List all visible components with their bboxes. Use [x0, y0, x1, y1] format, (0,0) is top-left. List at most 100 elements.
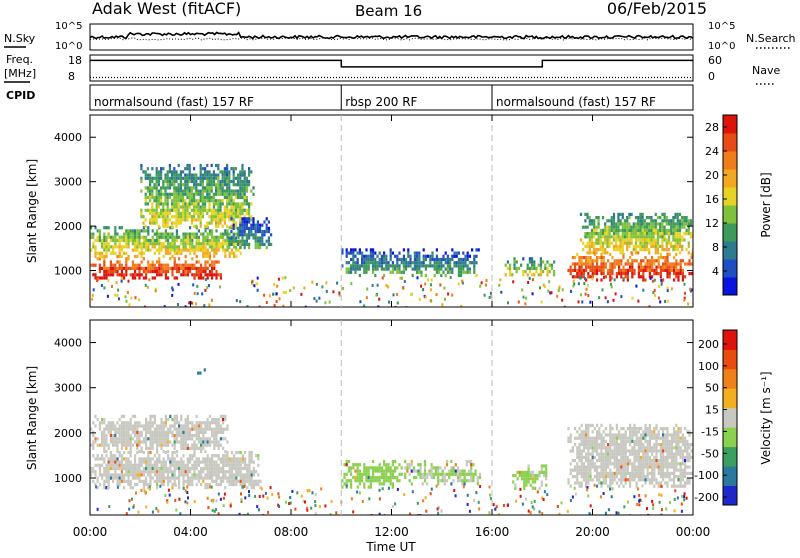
echo-cell — [163, 457, 165, 460]
echo-cell — [602, 245, 604, 248]
echo-cell — [167, 242, 169, 245]
echo-cell — [450, 470, 452, 473]
echo-cell — [631, 229, 633, 232]
echo-cell — [640, 437, 642, 440]
echo-cell — [178, 440, 180, 443]
noise-cell — [96, 279, 98, 282]
noise-cell — [336, 282, 338, 285]
echo-cell — [219, 202, 221, 205]
noise-cell — [324, 301, 326, 304]
echo-cell — [602, 248, 604, 251]
echo-cell — [182, 249, 184, 252]
echo-cell — [114, 457, 116, 460]
echo-cell — [600, 278, 602, 281]
echo-cell — [638, 449, 640, 452]
echo-cell — [239, 177, 241, 180]
echo-cell — [207, 457, 209, 460]
echo-cell — [228, 202, 230, 205]
echo-cell — [626, 232, 628, 235]
echo-cell — [224, 183, 226, 186]
echo-cell — [208, 193, 210, 196]
echo-cell — [213, 264, 215, 267]
echo-cell — [655, 437, 657, 440]
echo-cell — [664, 443, 666, 446]
echo-cell — [661, 219, 663, 222]
echo-cell — [595, 251, 597, 254]
echo-cell — [171, 183, 173, 186]
echo-cell — [119, 255, 121, 258]
echo-cell — [151, 196, 153, 199]
echo-cell — [246, 477, 248, 480]
echo-cell — [600, 472, 602, 475]
echo-cell — [253, 486, 255, 489]
echo-cell — [644, 269, 646, 272]
echo-cell — [368, 255, 370, 258]
echo-cell — [460, 261, 462, 264]
echo-cell — [237, 457, 239, 460]
echo-cell — [99, 270, 101, 273]
echo-cell — [143, 229, 145, 232]
echo-cell — [631, 259, 633, 262]
echo-cell — [125, 431, 127, 434]
echo-cell — [200, 473, 202, 476]
echo-cell — [576, 446, 578, 449]
echo-cell — [103, 255, 105, 258]
echo-cell — [211, 177, 213, 180]
echo-cell — [189, 421, 191, 424]
echo-cell — [112, 444, 114, 447]
echo-cell — [116, 477, 118, 480]
echo-cell — [658, 256, 660, 259]
echo-cell — [101, 440, 103, 443]
echo-cell — [250, 227, 252, 230]
echo-cell — [609, 229, 611, 232]
echo-cell — [134, 242, 136, 245]
echo-cell — [189, 206, 191, 209]
echo-cell — [228, 190, 230, 193]
echo-cell — [666, 232, 668, 235]
echo-cell — [202, 428, 204, 431]
noise-cell — [177, 303, 179, 306]
echo-cell — [213, 440, 215, 443]
station-title: Adak West (fitACF) — [92, 0, 241, 18]
echo-cell — [669, 253, 671, 256]
echo-cell — [97, 464, 99, 467]
echo-cell — [640, 475, 642, 478]
echo-cell — [149, 467, 151, 470]
echo-cell — [589, 251, 591, 254]
echo-cell — [541, 480, 543, 483]
echo-cell — [182, 236, 184, 239]
echo-cell — [639, 248, 641, 251]
echo-cell — [653, 232, 655, 235]
echo-cell — [163, 437, 165, 440]
echo-cell — [406, 466, 408, 469]
echo-cell — [156, 206, 158, 209]
echo-cell — [616, 453, 618, 456]
echo-cell — [147, 245, 149, 248]
echo-cell — [631, 472, 633, 475]
echo-cell — [365, 248, 367, 251]
echo-cell — [549, 270, 551, 273]
echo-cell — [642, 226, 644, 229]
echo-cell — [606, 226, 608, 229]
echo-cell — [585, 472, 587, 475]
echo-cell — [239, 212, 241, 215]
echo-cell — [644, 478, 646, 481]
echo-cell — [255, 233, 257, 236]
echo-cell — [627, 272, 629, 275]
echo-cell — [435, 466, 437, 469]
echo-cell — [158, 170, 160, 173]
echo-cell — [145, 273, 147, 276]
echo-cell — [603, 459, 605, 462]
echo-cell — [222, 464, 224, 467]
echo-cell — [171, 215, 173, 218]
echo-cell — [231, 473, 233, 476]
echo-cell — [108, 249, 110, 252]
echo-cell — [248, 230, 250, 233]
echo-cell — [266, 227, 268, 230]
echo-cell — [125, 447, 127, 450]
echo-cell — [230, 167, 232, 170]
echo-cell — [193, 252, 195, 255]
echo-cell — [657, 222, 659, 225]
echo-cell — [211, 212, 213, 215]
echo-cell — [116, 273, 118, 276]
